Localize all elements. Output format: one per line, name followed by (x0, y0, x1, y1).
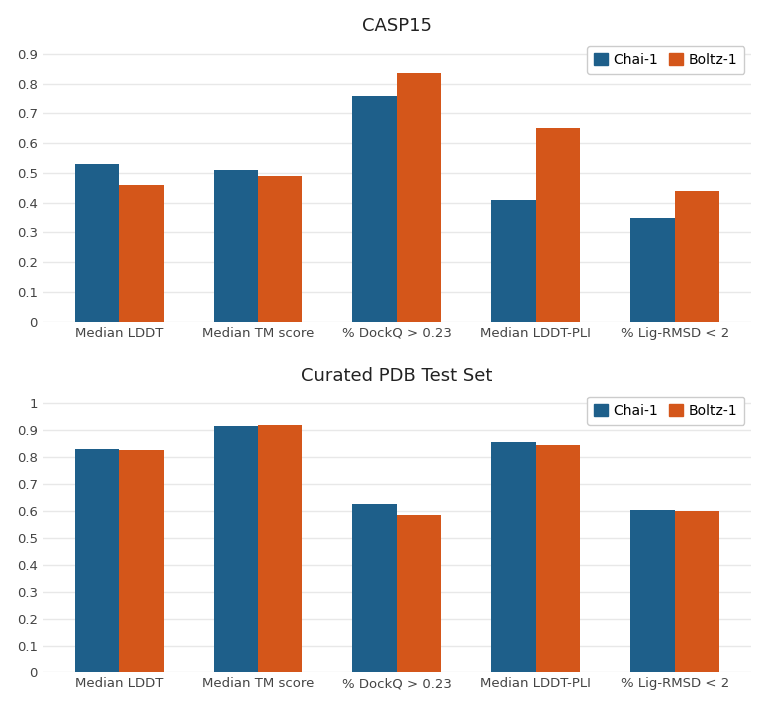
Bar (74, 449, 119, 672)
Bar (674, 191, 719, 322)
Bar (214, 170, 258, 322)
Bar (536, 128, 581, 322)
Title: CASP15: CASP15 (362, 17, 432, 35)
Bar (631, 218, 674, 322)
Bar (119, 185, 164, 322)
Bar (397, 515, 442, 672)
Bar (74, 164, 119, 322)
Bar (674, 511, 719, 672)
Bar (631, 510, 674, 672)
Bar (397, 74, 442, 322)
Bar (353, 504, 397, 672)
Bar (258, 176, 303, 322)
Legend: Chai-1, Boltz-1: Chai-1, Boltz-1 (587, 46, 744, 74)
Title: Curated PDB Test Set: Curated PDB Test Set (301, 368, 492, 385)
Bar (353, 95, 397, 322)
Legend: Chai-1, Boltz-1: Chai-1, Boltz-1 (587, 397, 744, 425)
Bar (119, 450, 164, 672)
Bar (214, 426, 258, 672)
Bar (258, 425, 303, 672)
Bar (492, 443, 536, 672)
Bar (492, 199, 536, 322)
Bar (536, 445, 581, 672)
